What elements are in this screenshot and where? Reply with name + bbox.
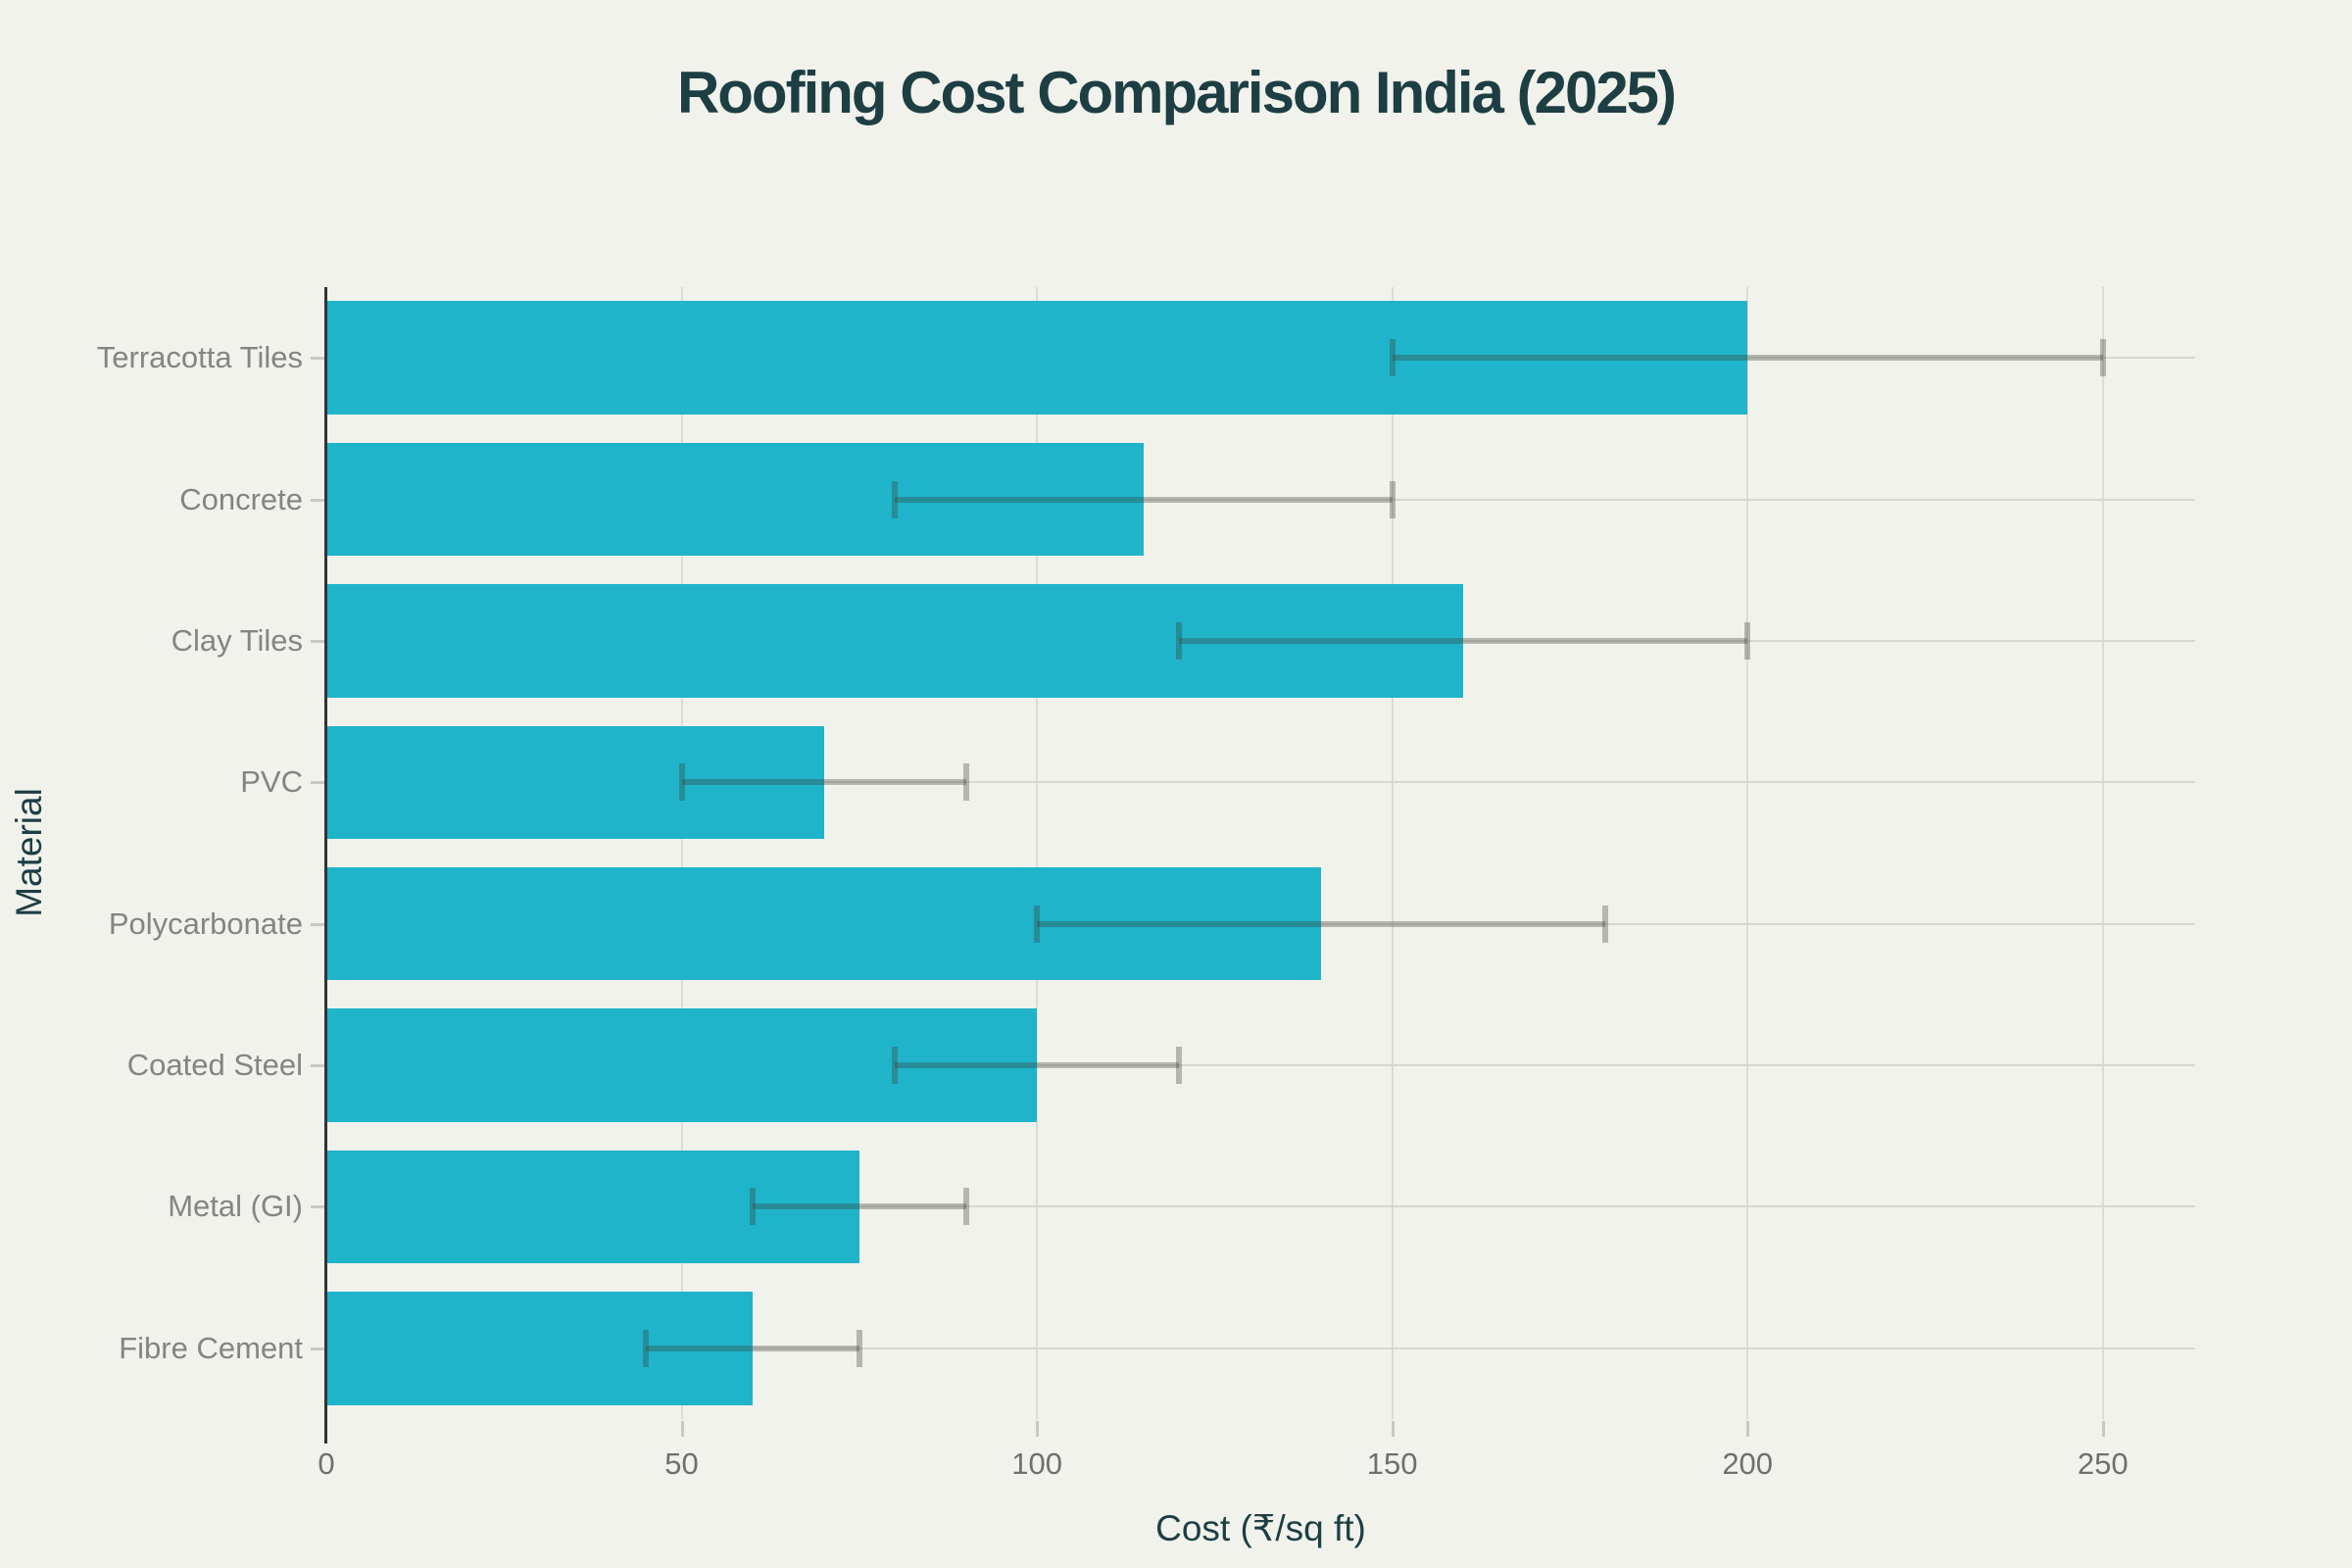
x-gridline-100 (1036, 287, 1039, 1419)
bar-pvc (326, 725, 824, 840)
error-cap-high-terracotta-tiles (2099, 339, 2106, 377)
error-cap-high-metal-gi (962, 1188, 969, 1226)
x-tick-label-0: 0 (318, 1446, 335, 1481)
error-bar-pvc (681, 779, 966, 786)
x-tick-label-250: 250 (2077, 1446, 2129, 1481)
y-tick-label-terracotta-tiles: Terracotta Tiles (96, 340, 303, 375)
x-tick-200 (1746, 1421, 1750, 1437)
x-tick-label-150: 150 (1366, 1446, 1418, 1481)
x-tick-250 (2101, 1421, 2105, 1437)
x-axis-title: Cost (₹/sq ft) (1155, 1508, 1366, 1548)
bar-fibre-cement (326, 1292, 754, 1405)
error-bar-clay-tiles (1179, 637, 1748, 644)
x-tick-150 (1391, 1421, 1395, 1437)
y-gridline-pvc (326, 781, 2195, 784)
y-axis-title: Material (9, 788, 49, 917)
error-cap-high-coated-steel (1176, 1047, 1183, 1085)
bar-clay-tiles (326, 584, 1464, 698)
error-cap-low-clay-tiles (1176, 621, 1183, 660)
error-cap-high-pvc (962, 763, 969, 802)
x-tick-label-200: 200 (1722, 1446, 1774, 1481)
y-gridline-concrete (326, 498, 2195, 501)
y-tick-coated-steel (311, 1064, 324, 1068)
error-bar-metal-gi (753, 1203, 966, 1210)
y-tick-metal-gi (311, 1205, 324, 1209)
bar-polycarbonate (326, 866, 1322, 981)
error-cap-high-fibre-cement (856, 1329, 862, 1367)
x-tick-100 (1036, 1421, 1040, 1437)
y-tick-concrete (311, 498, 324, 502)
y-tick-label-fibre-cement: Fibre Cement (119, 1330, 303, 1365)
y-axis-spine (324, 287, 327, 1444)
y-tick-label-polycarbonate: Polycarbonate (108, 906, 303, 941)
error-cap-high-concrete (1389, 480, 1396, 518)
error-bar-fibre-cement (646, 1345, 859, 1351)
error-cap-high-clay-tiles (1744, 621, 1751, 660)
x-gridline-250 (2101, 287, 2104, 1419)
bar-terracotta-tiles (326, 301, 1748, 415)
x-gridline-50 (680, 287, 683, 1419)
error-bar-polycarbonate (1037, 920, 1606, 927)
error-cap-low-metal-gi (750, 1188, 757, 1226)
error-cap-low-concrete (892, 480, 899, 518)
y-tick-pvc (311, 781, 324, 785)
bar-coated-steel (326, 1008, 1038, 1122)
y-tick-label-coated-steel: Coated Steel (126, 1048, 303, 1083)
error-bar-concrete (895, 496, 1393, 503)
y-tick-polycarbonate (311, 922, 324, 926)
y-tick-clay-tiles (311, 639, 324, 643)
y-tick-label-metal-gi: Metal (GI) (168, 1189, 303, 1224)
error-cap-low-terracotta-tiles (1389, 339, 1396, 377)
x-gridline-200 (1746, 287, 1749, 1419)
chart-title: Roofing Cost Comparison India (2025) (676, 60, 1677, 125)
bar-concrete (326, 442, 1144, 557)
y-tick-label-concrete: Concrete (179, 481, 303, 516)
error-bar-terracotta-tiles (1392, 355, 2103, 362)
y-tick-label-pvc: PVC (240, 764, 303, 800)
y-gridline-metal-gi (326, 1205, 2195, 1208)
y-gridline-fibre-cement (326, 1347, 2195, 1349)
y-tick-label-clay-tiles: Clay Tiles (171, 622, 303, 658)
x-tick-label-50: 50 (664, 1446, 699, 1481)
error-cap-low-coated-steel (892, 1047, 899, 1085)
y-tick-fibre-cement (311, 1347, 324, 1350)
y-gridline-coated-steel (326, 1064, 2195, 1067)
error-cap-low-polycarbonate (1034, 905, 1041, 943)
error-cap-low-fibre-cement (643, 1329, 650, 1367)
x-gridline-150 (1391, 287, 1394, 1419)
x-tick-50 (680, 1421, 684, 1437)
bar-metal-gi (326, 1150, 859, 1264)
plot-area: 0 50 100 150 200 250 Terracotta Tiles Concrete C… (97, 287, 2195, 1481)
x-tick-label-100: 100 (1011, 1446, 1062, 1481)
error-cap-low-pvc (678, 763, 685, 802)
error-cap-high-polycarbonate (1602, 905, 1609, 943)
y-tick-terracotta-tiles (311, 357, 324, 361)
error-bar-coated-steel (895, 1062, 1180, 1069)
